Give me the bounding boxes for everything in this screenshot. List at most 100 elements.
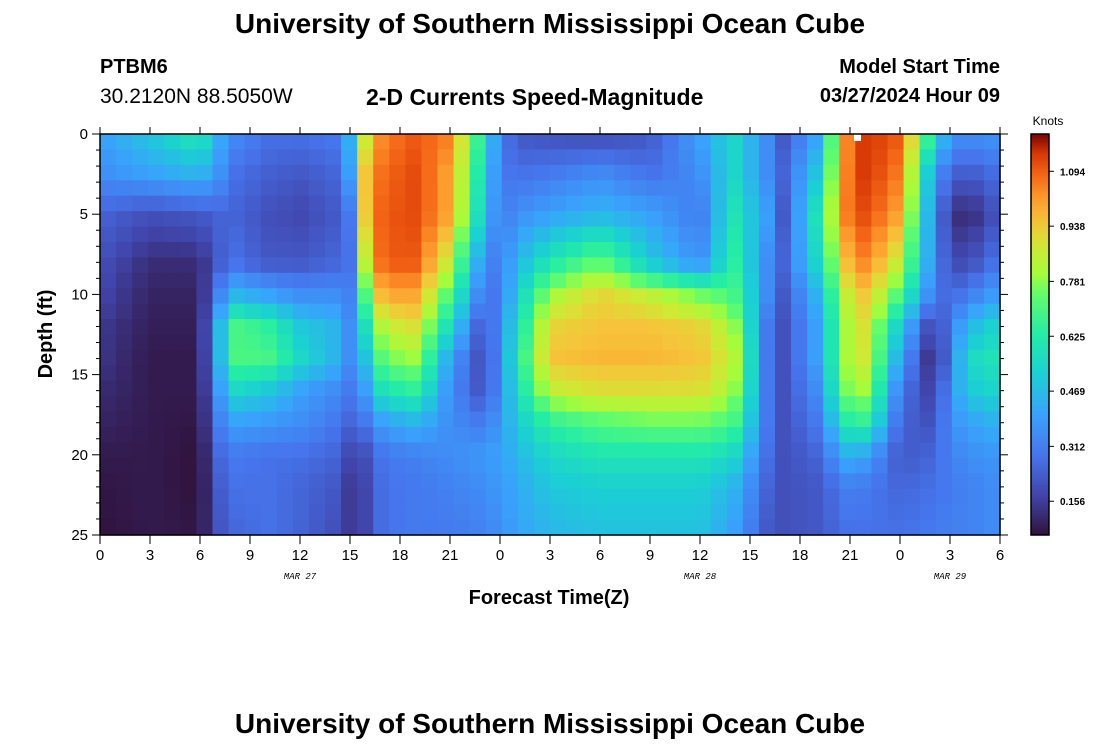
- heatmap-cell: [517, 427, 535, 444]
- heatmap-cell: [823, 427, 840, 444]
- heatmap-cell: [951, 134, 969, 151]
- heatmap-cell: [212, 319, 230, 336]
- heatmap-cell: [855, 319, 873, 336]
- heatmap-cell: [566, 411, 583, 428]
- heatmap-cell: [823, 303, 840, 320]
- heatmap-cell: [437, 457, 455, 474]
- colorbar-tick-label: 1.094: [1060, 167, 1085, 178]
- heatmap-cell: [887, 442, 905, 459]
- y-axis-title: Depth (ft): [35, 290, 57, 379]
- heatmap-cell: [308, 396, 326, 413]
- heatmap-cell: [196, 272, 214, 289]
- heatmap-cell: [341, 241, 358, 258]
- heatmap-cell: [469, 272, 487, 289]
- heatmap-cell: [614, 365, 631, 382]
- heatmap-cell: [791, 457, 808, 474]
- heatmap-cell: [180, 488, 198, 505]
- heatmap-cell: [469, 134, 487, 151]
- heatmap-cell: [373, 519, 390, 536]
- heatmap-cell: [116, 241, 133, 258]
- heatmap-cell: [501, 164, 519, 181]
- heatmap-cell: [598, 457, 615, 474]
- heatmap-cell: [373, 180, 390, 197]
- heatmap-cell: [148, 519, 165, 536]
- heatmap-cell: [630, 334, 648, 351]
- heatmap-cell: [871, 241, 889, 258]
- heatmap-cell: [100, 149, 117, 166]
- heatmap-cell: [453, 211, 471, 228]
- heatmap-cell: [710, 411, 728, 428]
- heatmap-cell: [421, 380, 439, 397]
- heatmap-cell: [903, 396, 921, 413]
- heatmap-cell: [919, 488, 937, 505]
- heatmap-cell: [710, 442, 728, 459]
- heatmap-cell: [582, 226, 599, 243]
- heatmap-cell: [212, 257, 230, 274]
- heatmap-cell: [951, 319, 969, 336]
- heatmap-cell: [228, 257, 246, 274]
- heatmap-cell: [341, 226, 358, 243]
- heatmap-cell: [887, 504, 905, 521]
- heatmap-cell: [630, 519, 648, 536]
- colorbar-tick-label: 0.625: [1060, 332, 1085, 343]
- heatmap-cell: [501, 504, 519, 521]
- heatmap-cell: [453, 473, 471, 490]
- heatmap-cell: [469, 380, 487, 397]
- heatmap-cell: [341, 427, 358, 444]
- chart-subtitle: 2-D Currents Speed-Magnitude: [366, 84, 704, 110]
- heatmap-cell: [244, 442, 262, 459]
- x-tick-label: 0: [496, 547, 504, 564]
- heatmap-cell: [373, 211, 390, 228]
- y-tick-label: 25: [71, 527, 88, 544]
- heatmap-cell: [501, 149, 519, 166]
- heatmap-cell: [116, 180, 133, 197]
- heatmap-cell: [646, 164, 664, 181]
- heatmap-cell: [662, 349, 680, 366]
- heatmap-cell: [742, 257, 760, 274]
- heatmap-cell: [421, 226, 439, 243]
- x-tick-label: 9: [246, 547, 254, 564]
- heatmap-cell: [469, 303, 487, 320]
- heatmap-cell: [276, 272, 294, 289]
- heatmap-cell: [373, 257, 390, 274]
- heatmap-cell: [228, 180, 246, 197]
- heatmap-cell: [566, 442, 583, 459]
- heatmap-cell: [951, 504, 969, 521]
- heatmap-cell: [180, 303, 198, 320]
- heatmap-cell: [292, 226, 310, 243]
- heatmap-cell: [839, 519, 856, 536]
- heatmap-cell: [887, 180, 905, 197]
- heatmap-cell: [598, 504, 615, 521]
- heatmap-cell: [807, 149, 824, 166]
- heatmap-cell: [373, 442, 390, 459]
- heatmap-cell: [325, 303, 342, 320]
- heatmap-cell: [935, 365, 953, 382]
- heatmap-cell: [116, 195, 133, 212]
- heatmap-cell: [276, 504, 294, 521]
- heatmap-cell: [630, 427, 648, 444]
- heatmap-cell: [550, 180, 567, 197]
- heatmap-cell: [662, 519, 680, 536]
- heatmap-cell: [437, 442, 455, 459]
- heatmap-cell: [630, 272, 648, 289]
- heatmap-cell: [485, 272, 503, 289]
- heatmap-cell: [887, 411, 905, 428]
- heatmap-cell: [758, 319, 776, 336]
- heatmap-cell: [726, 272, 744, 289]
- heatmap-cell: [244, 473, 262, 490]
- heatmap-cell: [550, 488, 567, 505]
- heatmap-cell: [180, 504, 198, 521]
- heatmap-cell: [871, 149, 889, 166]
- heatmap-cell: [196, 349, 214, 366]
- x-tick-label: 3: [146, 547, 154, 564]
- heatmap-cell: [116, 349, 133, 366]
- heatmap-cell: [582, 319, 599, 336]
- heatmap-cell: [325, 164, 342, 181]
- heatmap-cell: [325, 442, 342, 459]
- heatmap-cell: [983, 272, 1001, 289]
- heatmap-cell: [228, 396, 246, 413]
- heatmap-cell: [807, 427, 824, 444]
- heatmap-cell: [164, 411, 181, 428]
- heatmap-cell: [566, 180, 583, 197]
- heatmap-cell: [566, 365, 583, 382]
